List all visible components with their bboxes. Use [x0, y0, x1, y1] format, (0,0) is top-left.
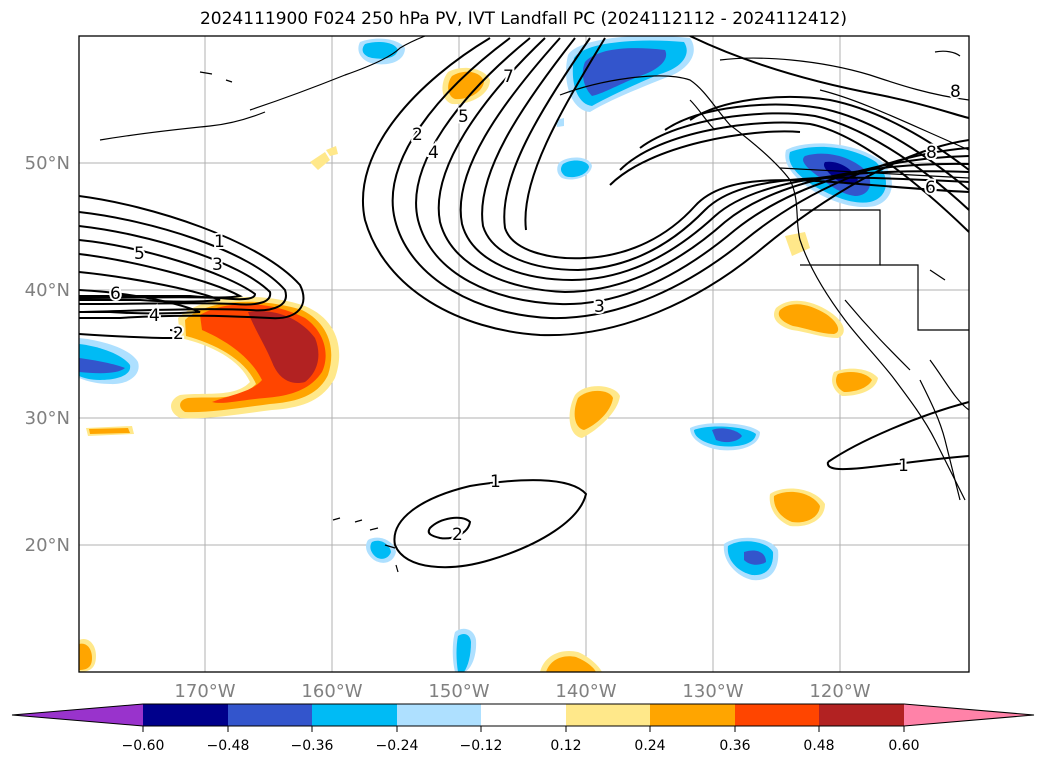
- colorbar-tick: −0.12: [460, 738, 503, 754]
- contour-label: 2: [173, 324, 184, 344]
- contour-label: 3: [594, 297, 605, 317]
- contour-label: 4: [428, 143, 439, 163]
- lon-label: 150°W: [428, 681, 489, 702]
- contour-label: 8: [926, 143, 937, 163]
- colorbar-tick: 0.24: [634, 738, 665, 754]
- colorbar-tick: 0.36: [719, 738, 750, 754]
- gridlines: [79, 36, 969, 672]
- colorbar-under: [12, 704, 143, 726]
- lat-label: 50°N: [25, 153, 70, 174]
- contour-label: 2: [452, 525, 463, 545]
- map-frame: [78, 35, 970, 673]
- colorbar-tick: −0.36: [291, 738, 334, 754]
- coastlines: [99, 36, 969, 573]
- contour-label: 1: [214, 232, 225, 252]
- lon-label: 130°W: [682, 681, 743, 702]
- contour-label: 4: [149, 306, 160, 326]
- lon-label: 140°W: [555, 681, 616, 702]
- pv-contours: [79, 36, 969, 569]
- contour-labels: 1 3 5 6 4 2 2 4 5 7 3 8 6 8 1 1 2: [108, 65, 963, 547]
- lon-label: 160°W: [301, 681, 362, 702]
- axis-labels: 170°W 160°W 150°W 140°W 130°W 120°W 50°N…: [25, 153, 871, 702]
- contour-label: 5: [134, 244, 145, 264]
- lat-label: 40°N: [25, 280, 70, 301]
- colorbar-tick: −0.24: [376, 738, 419, 754]
- colorbar-tick: 0.60: [888, 738, 919, 754]
- lon-label: 120°W: [809, 681, 870, 702]
- colorbar-over: [904, 704, 1034, 726]
- lat-label: 30°N: [25, 408, 70, 429]
- colorbar: −0.60 −0.48 −0.36 −0.24 −0.12 0.12 0.24 …: [11, 703, 1035, 754]
- lat-label: 20°N: [25, 535, 70, 556]
- colorbar-tick: 0.48: [803, 738, 834, 754]
- lon-label: 170°W: [174, 681, 235, 702]
- contour-label: 5: [458, 107, 469, 127]
- colorbar-tick: 0.12: [550, 738, 581, 754]
- contour-label: 6: [925, 178, 936, 198]
- contour-label: 3: [212, 255, 223, 275]
- contour-label: 7: [503, 67, 514, 87]
- contour-label: 6: [110, 284, 121, 304]
- colorbar-tick: −0.48: [207, 738, 250, 754]
- colorbar-tick: −0.60: [122, 738, 165, 754]
- contour-label: 2: [412, 125, 423, 145]
- map-title: 2024111900 F024 250 hPa PV, IVT Landfall…: [199, 9, 847, 29]
- contour-label: 8: [950, 82, 961, 102]
- contour-label: 1: [898, 456, 909, 476]
- contour-label: 1: [490, 472, 501, 492]
